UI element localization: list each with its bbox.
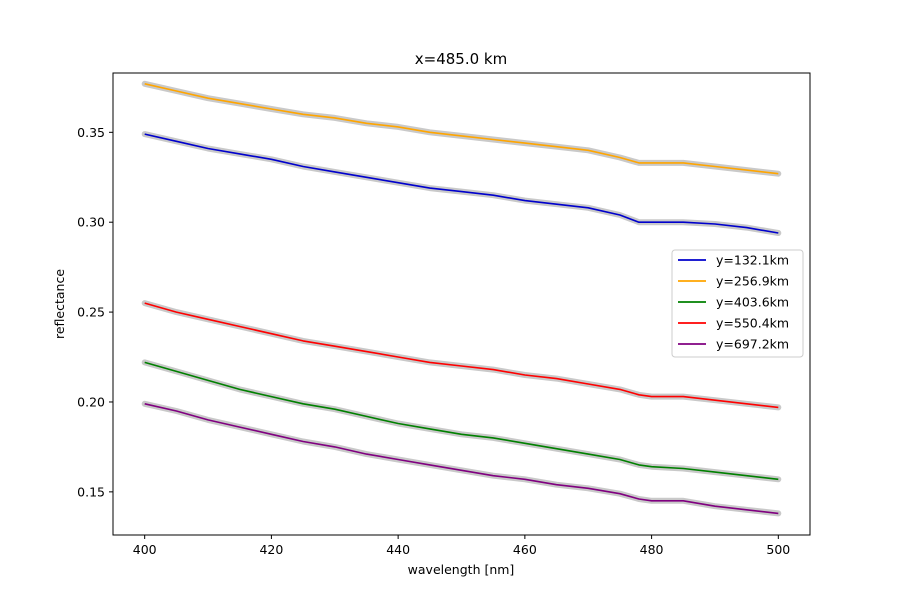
x-tick-label: 500: [766, 542, 790, 557]
legend-label-2: y=256.9km: [716, 274, 789, 289]
x-axis: 400 420 440 460 480 500: [133, 535, 790, 557]
legend-label-5: y=697.2km: [716, 337, 789, 352]
y-tick-label: 0.35: [77, 125, 105, 140]
series-line-2: [144, 83, 779, 175]
x-tick-label: 480: [640, 542, 664, 557]
series-band-1: [141, 131, 782, 236]
x-tick-label: 400: [133, 542, 157, 557]
legend-label-1: y=132.1km: [716, 253, 789, 268]
y-axis: 0.15 0.20 0.25 0.30 0.35: [77, 125, 113, 499]
y-tick-label: 0.25: [77, 305, 105, 320]
x-tick-label: 420: [259, 542, 283, 557]
x-tick-label: 440: [386, 542, 410, 557]
chart-title: x=485.0 km: [415, 50, 507, 68]
legend-label-4: y=550.4km: [716, 316, 789, 331]
y-axis-label: reflectance: [52, 269, 67, 339]
y-tick-label: 0.15: [77, 484, 105, 499]
plot-frame: [112, 72, 811, 536]
series-layer: [141, 80, 782, 517]
series-line-5: [144, 403, 779, 515]
x-tick-label: 460: [513, 542, 537, 557]
y-tick-label: 0.30: [77, 215, 105, 230]
series-line-4: [144, 302, 779, 409]
series-line-3: [144, 361, 779, 481]
legend-label-3: y=403.6km: [716, 295, 789, 310]
x-axis-label: wavelength [nm]: [408, 562, 515, 577]
series-line-1: [144, 133, 779, 234]
legend-box: [671, 249, 804, 358]
legend: y=132.1km y=256.9km y=403.6km y=550.4km y=69…: [671, 249, 804, 358]
series-band-5: [141, 400, 782, 517]
series-band-2: [141, 80, 782, 177]
y-tick-label: 0.20: [77, 394, 105, 409]
series-band-3: [141, 359, 782, 483]
